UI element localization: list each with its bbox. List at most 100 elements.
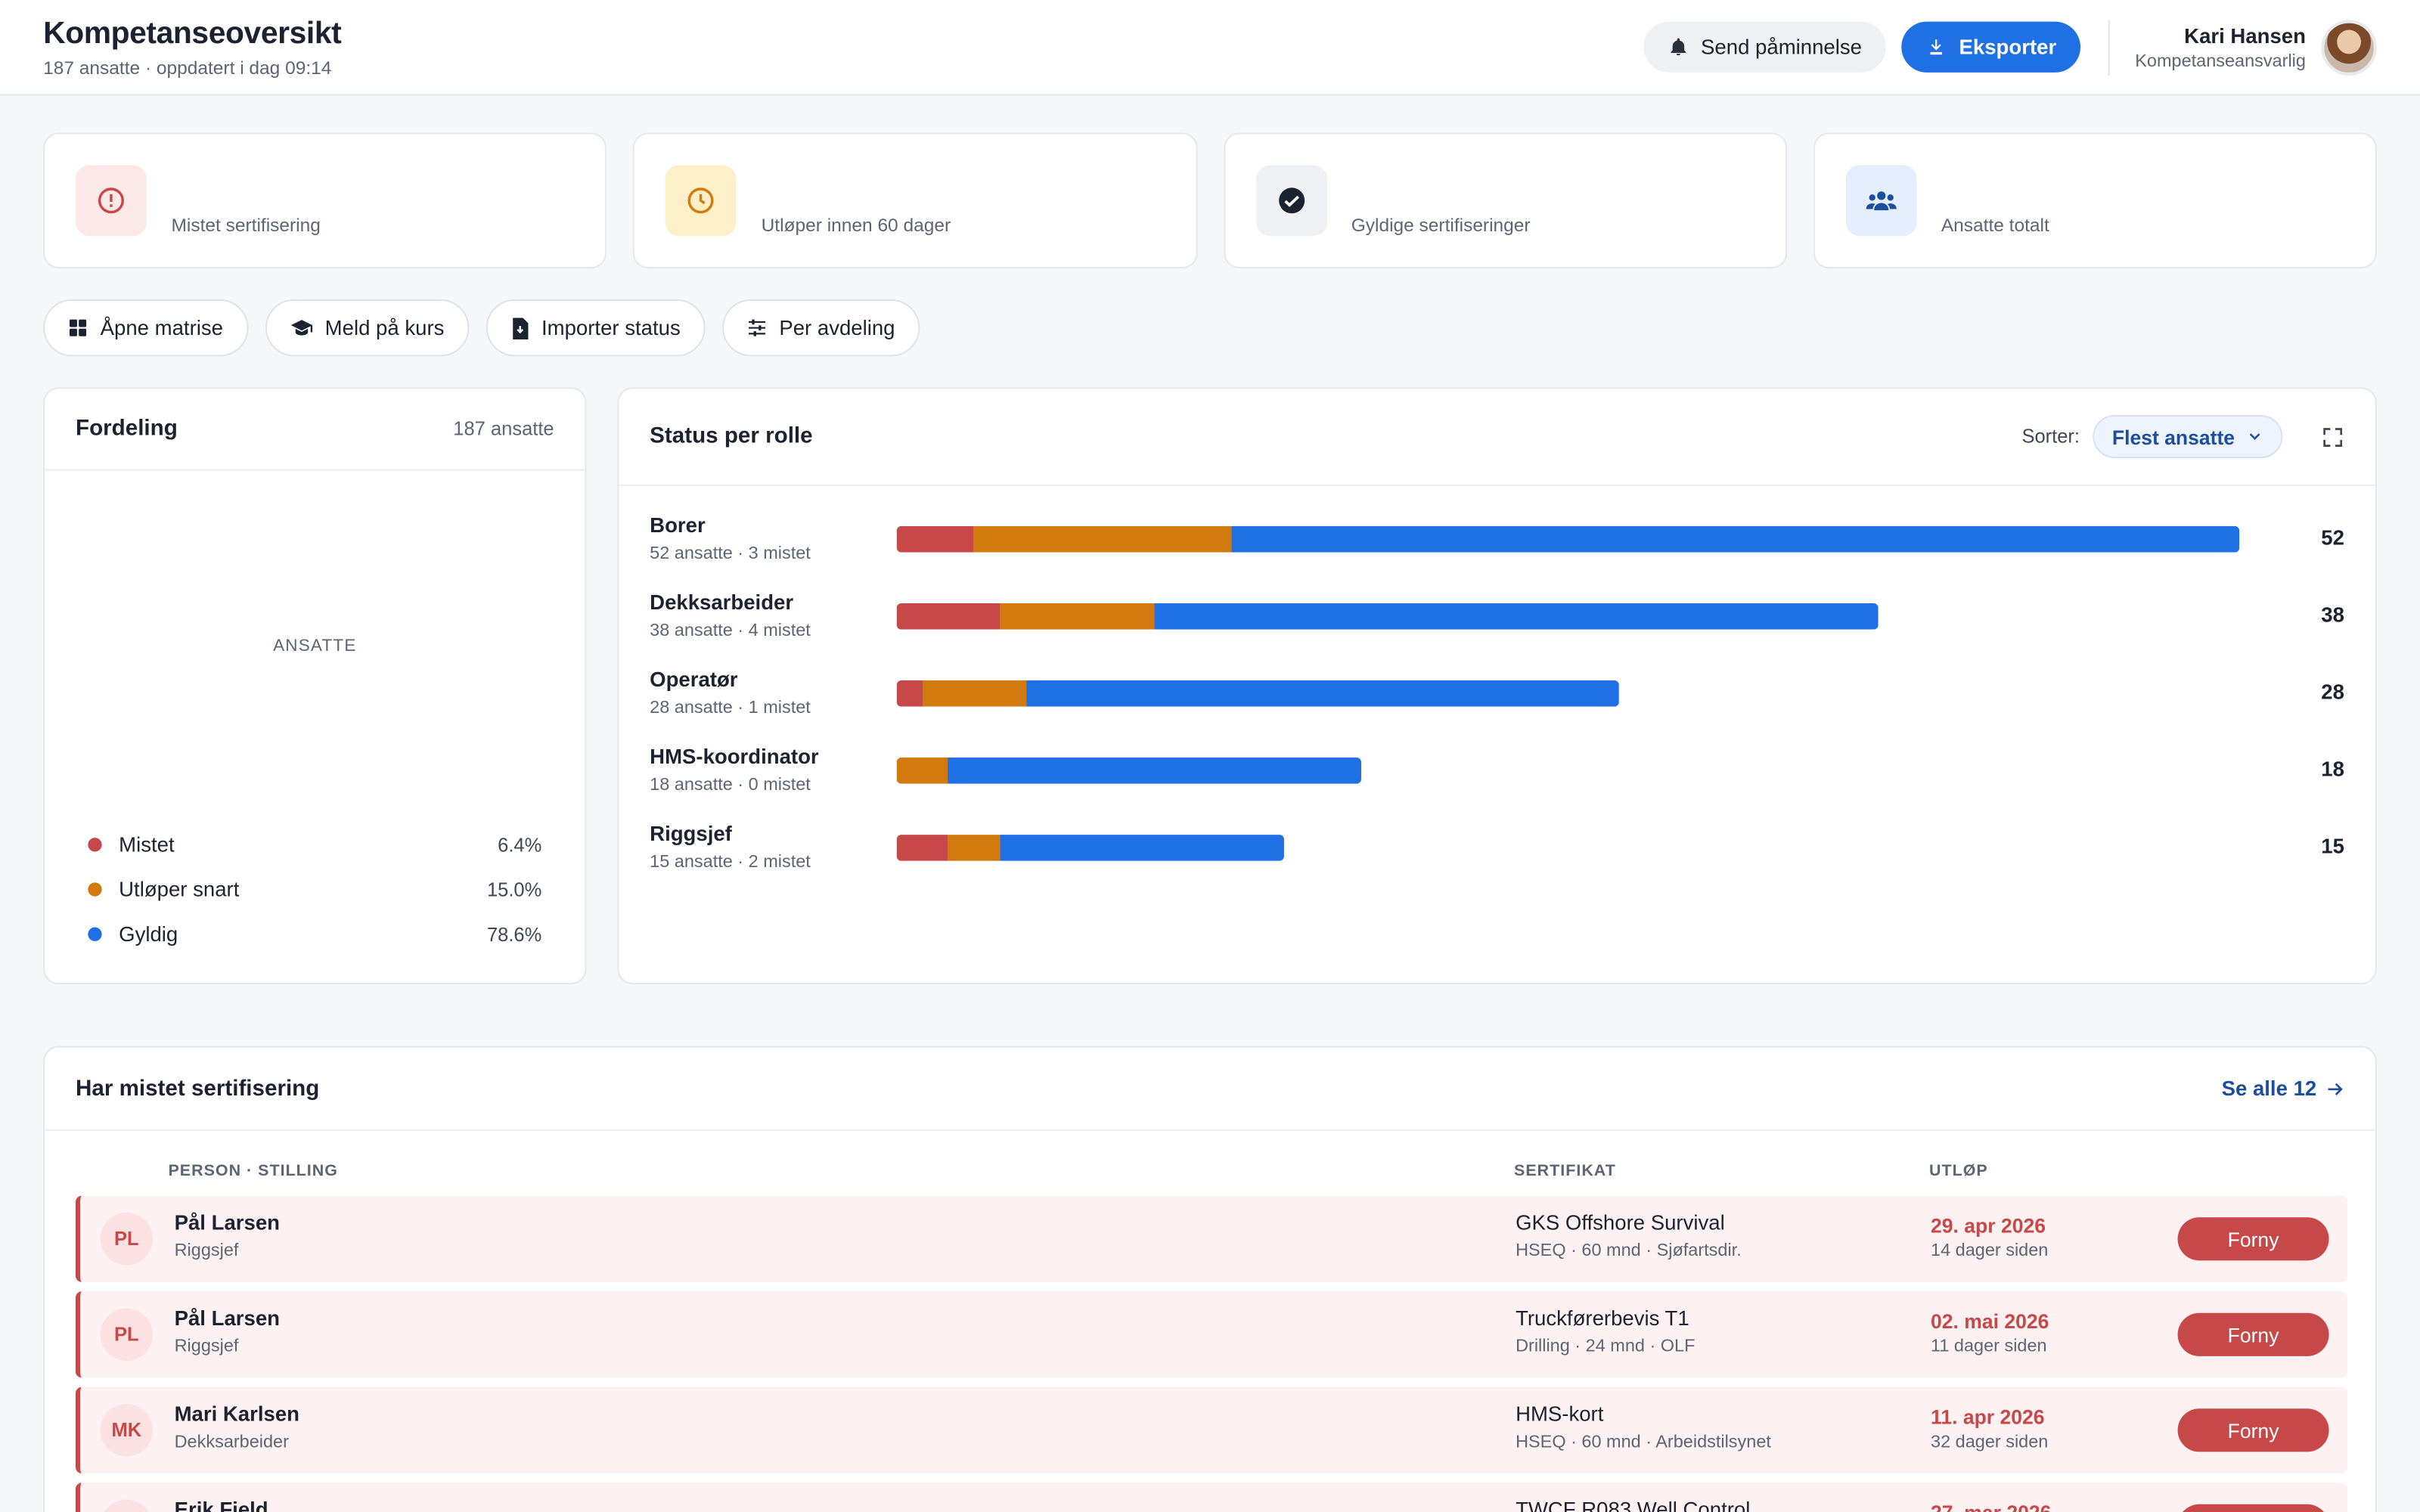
table-row[interactable]: EF Erik Fjeld TWCF R083 Well Control 27. ma… [75,1483,2348,1512]
legend-name: Utløper snart [119,878,240,901]
quick-actions: Åpne matrise Meld på kurs Importer statu… [43,299,920,357]
cert-meta: HSEQ · 60 mnd · Arbeidstilsynet [1516,1433,1771,1452]
user-menu[interactable]: Kari Hansen Kompetanseansvarlig [2135,19,2377,75]
stat-card-total[interactable]: Ansatte totalt [1813,132,2377,269]
enroll-course-button[interactable]: Meld på kurs [265,299,470,357]
sort-dropdown[interactable]: Flest ansatte [2092,414,2283,459]
clock-icon [666,165,737,237]
bell-icon [1671,38,1686,56]
donut-chart: ANSATTE [45,470,585,822]
bar-segment-valid [1000,835,1284,861]
user-name: Kari Hansen [2184,23,2306,48]
per-department-label: Per avdeling [779,316,895,339]
role-summary: 28 ansatte · 1 mistet [650,699,811,717]
export-label: Eksporter [1959,35,2057,59]
legend-value: 15.0% [486,878,542,900]
import-status-label: Importer status [541,316,681,339]
bar-segment-lost [896,603,1001,630]
stat-label: Mistet sertifisering [171,214,321,237]
person-initials: EF [100,1499,154,1512]
person-role: Riggsjef [174,1337,239,1356]
cert-meta: HSEQ · 60 mnd · Sjøfartsdir. [1516,1241,1742,1261]
role-name: HMS-koordinator [650,745,819,769]
renew-button[interactable]: Forny [2177,1312,2329,1356]
header-divider [2108,19,2111,75]
stat-card-valid[interactable]: Gyldige sertifiseringer [1223,132,1787,269]
page-subtitle: 187 ansatte · oppdatert i dag 09:14 [43,56,332,79]
role-bar [896,603,1879,630]
user-role: Kompetanseansvarlig [2135,51,2306,70]
alert-circle-icon [75,165,147,237]
table-row[interactable]: PL Pål Larsen Riggsjef GKS Offshore Surviva… [75,1195,2348,1282]
expiry-ago: 32 dager siden [1931,1433,2049,1452]
per-department-button[interactable]: Per avdeling [721,299,920,357]
role-name: Operatør [650,668,738,692]
role-row[interactable]: Borer 52 ansatte · 3 mistet 52 [619,514,2375,591]
open-matrix-label: Åpne matrise [100,316,223,339]
stat-cards: Mistet sertifisering Utløper innen 60 da… [43,132,2377,269]
role-row[interactable]: Operatør 28 ansatte · 1 mistet 28 [619,668,2375,745]
role-count: 18 [2321,758,2344,781]
export-button[interactable]: Eksporter [1902,21,2081,73]
renew-button[interactable]: Forny [2177,1408,2329,1452]
role-bar [896,525,2240,553]
table-row[interactable]: MK Mari Karlsen Dekksarbeider HMS-kort HSEQ … [75,1387,2348,1473]
person-name: Pål Larsen [174,1306,280,1331]
role-bar [896,758,1362,784]
distribution-count: 187 ansatte [453,418,554,440]
cert-name: TWCF R083 Well Control [1516,1498,1751,1512]
arrow-right-icon [2328,1082,2343,1095]
expiry-date: 02. mai 2026 [1931,1309,2049,1334]
role-row[interactable]: Riggsjef 15 ansatte · 2 mistet 15 [619,823,2375,900]
role-count: 15 [2321,835,2344,858]
send-reminder-label: Send påminnelse [1701,35,1862,59]
grid-icon [70,319,87,336]
avatar[interactable] [2321,19,2377,75]
expand-icon[interactable] [2319,424,2344,449]
renew-button[interactable]: Forny [2177,1217,2329,1261]
distribution-legend: Mistet 6.4% Utløper snart 15.0% Gyldig 7… [45,823,585,957]
role-bar [896,680,1620,707]
bar-segment-lost [896,835,948,861]
page-title: Kompetanseoversikt [43,16,342,51]
table-row[interactable]: PL Pål Larsen Riggsjef Truckførerbevis T1 Dr… [75,1291,2348,1378]
role-summary: 38 ansatte · 4 mistet [650,621,811,640]
bar-segment-expiring [1000,603,1156,630]
sort-label: Sorter: [2021,426,2080,448]
bar-segment-expiring [922,680,1026,707]
role-row[interactable]: Dekksarbeider 38 ansatte · 4 mistet 38 [619,591,2375,668]
person-name: Pål Larsen [174,1211,280,1235]
expiry-date: 11. apr 2026 [1931,1405,2045,1429]
stat-label: Gyldige sertifiseringer [1351,214,1531,237]
column-header-cert: SERTIFIKAT [1514,1161,1616,1181]
see-all-link[interactable]: Se alle 12 [2222,1077,2344,1100]
legend-dot [88,838,102,852]
send-reminder-button[interactable]: Send påminnelse [1643,21,1887,73]
import-status-button[interactable]: Importer status [486,299,706,357]
sort-value: Flest ansatte [2111,425,2235,448]
cert-name: Truckførerbevis T1 [1516,1306,1689,1331]
bar-segment-expiring [948,835,1001,861]
person-name: Erik Fjeld [174,1498,268,1512]
graduation-cap-icon [290,320,312,336]
cert-name: HMS-kort [1516,1402,1604,1426]
legend-dot [88,927,102,941]
cert-meta: Drilling · 24 mnd · OLF [1516,1337,1696,1356]
bar-segment-valid [948,758,1362,784]
stat-card-expiring[interactable]: Utløper innen 60 dager [633,132,1197,269]
role-count: 38 [2321,603,2344,627]
legend-name: Mistet [119,833,175,857]
stat-card-lost[interactable]: Mistet sertifisering [43,132,607,269]
role-name: Riggsjef [650,822,732,846]
lost-cert-title: Har mistet sertifisering [75,1076,320,1101]
expiry-ago: 11 dager siden [1931,1337,2047,1356]
person-name: Mari Karlsen [174,1402,300,1426]
role-row[interactable]: HMS-koordinator 18 ansatte · 0 mistet 18 [619,745,2375,823]
lost-cert-card: Har mistet sertifisering Se alle 12 PERS… [43,1046,2377,1512]
users-icon [1845,165,1917,237]
legend-value: 78.6% [486,923,542,945]
open-matrix-button[interactable]: Åpne matrise [43,299,248,357]
person-role: Riggsjef [174,1241,239,1261]
sliders-icon [748,319,765,336]
renew-button[interactable]: Forny [2177,1504,2329,1512]
